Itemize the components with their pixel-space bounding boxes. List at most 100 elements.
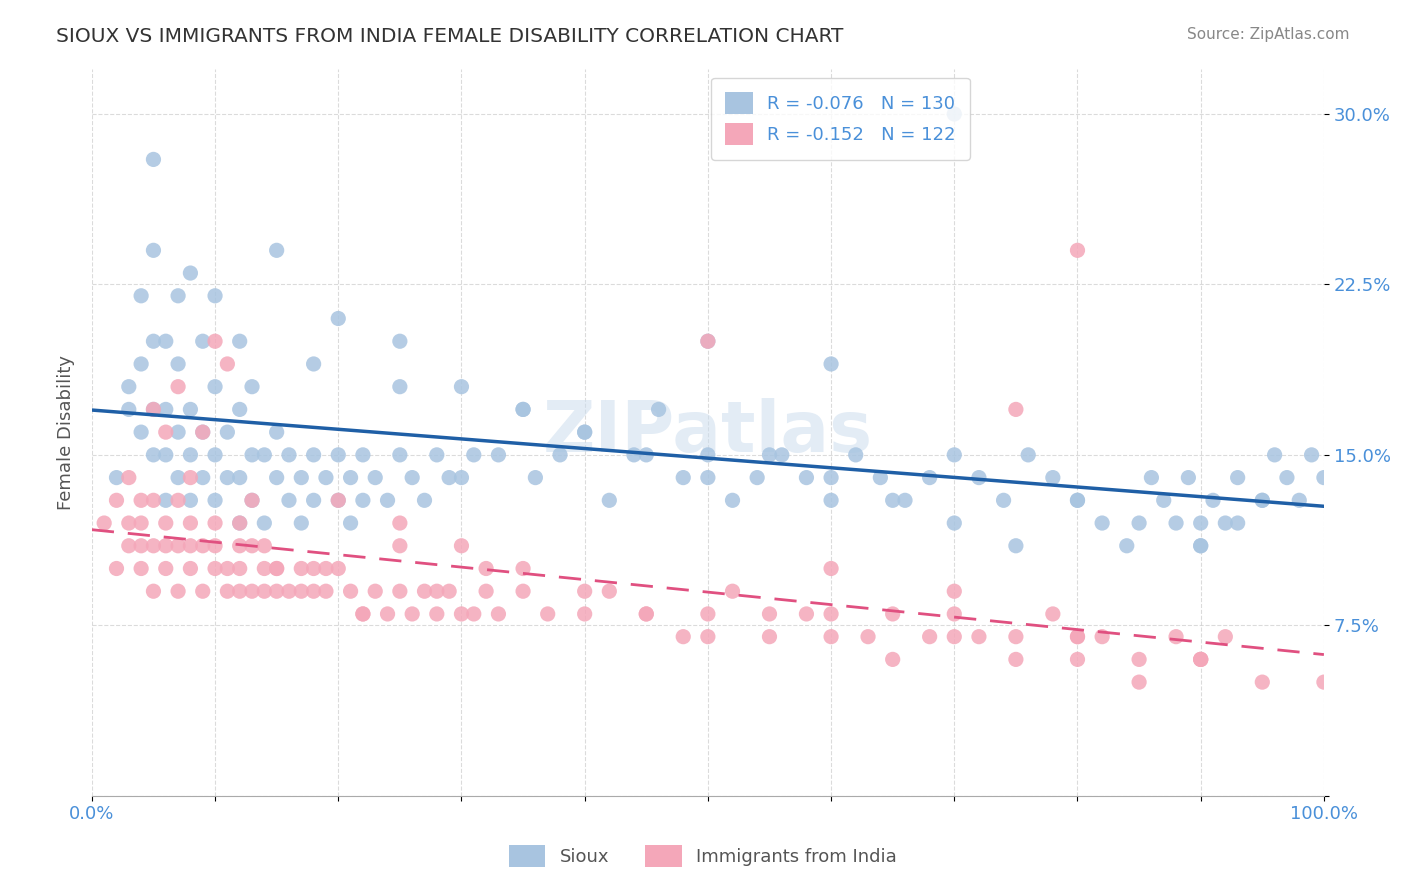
Point bbox=[191, 425, 214, 439]
Point bbox=[1153, 493, 1175, 508]
Point bbox=[1226, 470, 1249, 484]
Point bbox=[943, 630, 966, 644]
Point bbox=[1189, 539, 1212, 553]
Point bbox=[266, 584, 288, 599]
Point bbox=[167, 289, 190, 303]
Point bbox=[179, 266, 201, 280]
Point bbox=[328, 493, 350, 508]
Point bbox=[142, 244, 165, 258]
Point bbox=[179, 402, 201, 417]
Point bbox=[129, 289, 152, 303]
Point bbox=[167, 539, 190, 553]
Point bbox=[328, 448, 350, 462]
Point bbox=[820, 470, 842, 484]
Point bbox=[1189, 652, 1212, 666]
Point bbox=[352, 493, 374, 508]
Point bbox=[450, 539, 472, 553]
Point bbox=[315, 561, 337, 575]
Point bbox=[1005, 539, 1028, 553]
Point bbox=[1264, 448, 1286, 462]
Point bbox=[696, 448, 718, 462]
Point bbox=[118, 516, 141, 530]
Point bbox=[339, 516, 361, 530]
Point bbox=[437, 584, 460, 599]
Point bbox=[217, 470, 239, 484]
Point bbox=[142, 539, 165, 553]
Point bbox=[696, 334, 718, 349]
Point bbox=[796, 470, 818, 484]
Point bbox=[240, 539, 263, 553]
Point bbox=[228, 516, 250, 530]
Point bbox=[486, 448, 509, 462]
Point bbox=[204, 516, 226, 530]
Point bbox=[228, 334, 250, 349]
Point bbox=[191, 584, 214, 599]
Point bbox=[204, 289, 226, 303]
Point bbox=[1066, 630, 1088, 644]
Point bbox=[943, 107, 966, 121]
Point bbox=[155, 448, 177, 462]
Legend: Sioux, Immigrants from India: Sioux, Immigrants from India bbox=[502, 838, 904, 874]
Point bbox=[290, 584, 312, 599]
Point bbox=[672, 470, 695, 484]
Point bbox=[266, 470, 288, 484]
Point bbox=[1042, 607, 1064, 621]
Point bbox=[204, 334, 226, 349]
Point bbox=[278, 493, 301, 508]
Point bbox=[142, 334, 165, 349]
Point bbox=[228, 539, 250, 553]
Point bbox=[253, 539, 276, 553]
Point bbox=[1066, 244, 1088, 258]
Point bbox=[266, 244, 288, 258]
Point bbox=[413, 493, 436, 508]
Point bbox=[882, 607, 904, 621]
Point bbox=[118, 380, 141, 394]
Point bbox=[142, 153, 165, 167]
Point bbox=[1128, 652, 1150, 666]
Point bbox=[1066, 493, 1088, 508]
Point bbox=[747, 470, 769, 484]
Point bbox=[820, 607, 842, 621]
Point bbox=[1275, 470, 1298, 484]
Point bbox=[105, 470, 128, 484]
Point bbox=[155, 539, 177, 553]
Point bbox=[450, 470, 472, 484]
Point bbox=[943, 448, 966, 462]
Point bbox=[302, 357, 325, 371]
Point bbox=[191, 539, 214, 553]
Point bbox=[167, 357, 190, 371]
Point bbox=[1140, 470, 1163, 484]
Point bbox=[253, 561, 276, 575]
Point bbox=[820, 493, 842, 508]
Point bbox=[1189, 516, 1212, 530]
Point bbox=[266, 561, 288, 575]
Point bbox=[524, 470, 547, 484]
Point bbox=[228, 470, 250, 484]
Point bbox=[486, 607, 509, 621]
Point bbox=[574, 425, 596, 439]
Point bbox=[918, 470, 941, 484]
Point bbox=[179, 516, 201, 530]
Point bbox=[512, 402, 534, 417]
Point bbox=[1251, 493, 1274, 508]
Point bbox=[388, 539, 411, 553]
Point bbox=[266, 561, 288, 575]
Point bbox=[240, 493, 263, 508]
Point bbox=[1301, 448, 1323, 462]
Point bbox=[426, 607, 449, 621]
Point bbox=[636, 607, 658, 621]
Point bbox=[574, 584, 596, 599]
Point bbox=[191, 334, 214, 349]
Point bbox=[1042, 470, 1064, 484]
Point bbox=[758, 630, 780, 644]
Point bbox=[217, 425, 239, 439]
Point bbox=[328, 493, 350, 508]
Point bbox=[696, 630, 718, 644]
Point bbox=[1251, 493, 1274, 508]
Point bbox=[118, 402, 141, 417]
Point bbox=[240, 448, 263, 462]
Point bbox=[1017, 448, 1039, 462]
Point bbox=[672, 630, 695, 644]
Point bbox=[450, 607, 472, 621]
Point bbox=[129, 425, 152, 439]
